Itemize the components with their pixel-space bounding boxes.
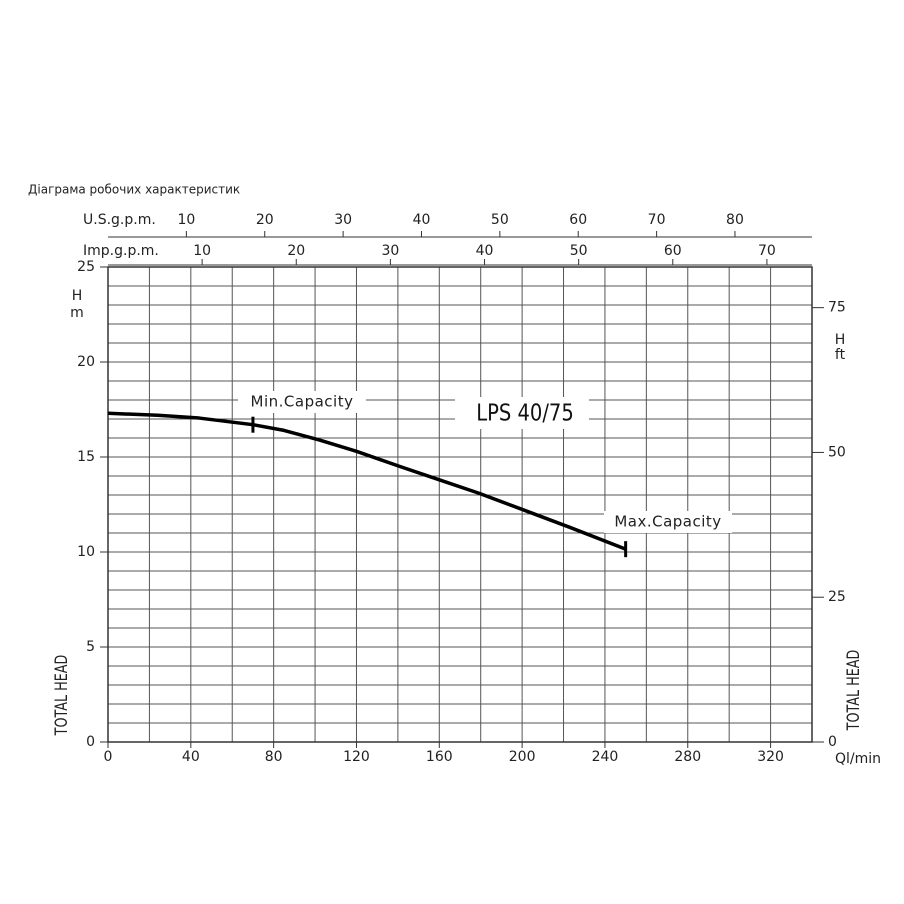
top-axis-tick-label: 50 <box>491 212 509 228</box>
top-axis-label: Imp.g.p.m. <box>83 243 159 259</box>
marker-label: Max.Capacity <box>614 513 721 531</box>
y-tick-label: 5 <box>86 639 95 655</box>
y-tick-label: 25 <box>77 259 95 275</box>
top-axis-tick-label: 60 <box>664 243 682 259</box>
y2-unit: ft <box>835 347 846 363</box>
plot-frame <box>107 266 813 743</box>
y2-tick-label: 75 <box>828 300 846 316</box>
top-axis-tick-label: 10 <box>193 243 211 259</box>
x-tick-label: 80 <box>265 749 283 765</box>
top-axis-tick-label: 50 <box>570 243 588 259</box>
series-label: LPS 40/75 <box>476 400 574 427</box>
top-axis-tick-label: 70 <box>648 212 666 228</box>
curve <box>107 411 627 551</box>
y-unit: m <box>70 305 84 321</box>
top-axis-tick-label: 40 <box>476 243 494 259</box>
x-tick-label: 0 <box>104 749 113 765</box>
y-symbol: H <box>72 288 83 304</box>
y-tick-label: 15 <box>77 449 95 465</box>
x-tick-label: 40 <box>182 749 200 765</box>
chart-title: Діаграма робочих характеристик <box>28 183 240 197</box>
top-axis-tick-label: 40 <box>413 212 431 228</box>
y2-axis-title: TOTAL HEAD <box>843 650 863 731</box>
x-tick-label: 320 <box>757 749 784 765</box>
y-tick-label: 0 <box>86 734 95 750</box>
top-axis-tick-label: 80 <box>726 212 744 228</box>
x-axis-unit: Ql/min <box>835 751 881 767</box>
top-axis-tick-label: 60 <box>569 212 587 228</box>
y-tick-label: 20 <box>77 354 95 370</box>
x-tick-label: 120 <box>343 749 370 765</box>
x-tick-label: 200 <box>509 749 536 765</box>
marker-label: Min.Capacity <box>251 393 354 411</box>
label-background <box>604 511 732 533</box>
top-axis-tick-label: 10 <box>177 212 195 228</box>
top-axis-tick-label: 30 <box>381 243 399 259</box>
top-axis-tick-label: 70 <box>758 243 776 259</box>
x-tick-label: 160 <box>426 749 453 765</box>
y2-tick-label: 0 <box>828 734 837 750</box>
top-axis-tick-label: 20 <box>287 243 305 259</box>
label-background <box>455 397 589 429</box>
y-tick-label: 10 <box>77 544 95 560</box>
y2-tick-label: 25 <box>828 589 846 605</box>
top-axis-tick-label: 20 <box>256 212 274 228</box>
y-axis-title: TOTAL HEAD <box>51 655 71 736</box>
x-tick-label: 280 <box>674 749 701 765</box>
label-background <box>238 391 366 413</box>
x-tick-label: 240 <box>592 749 619 765</box>
top-axis-tick-label: 30 <box>334 212 352 228</box>
y2-symbol: H <box>835 332 846 348</box>
y2-tick-label: 50 <box>828 444 846 460</box>
top-axis-label: U.S.g.p.m. <box>83 212 156 228</box>
